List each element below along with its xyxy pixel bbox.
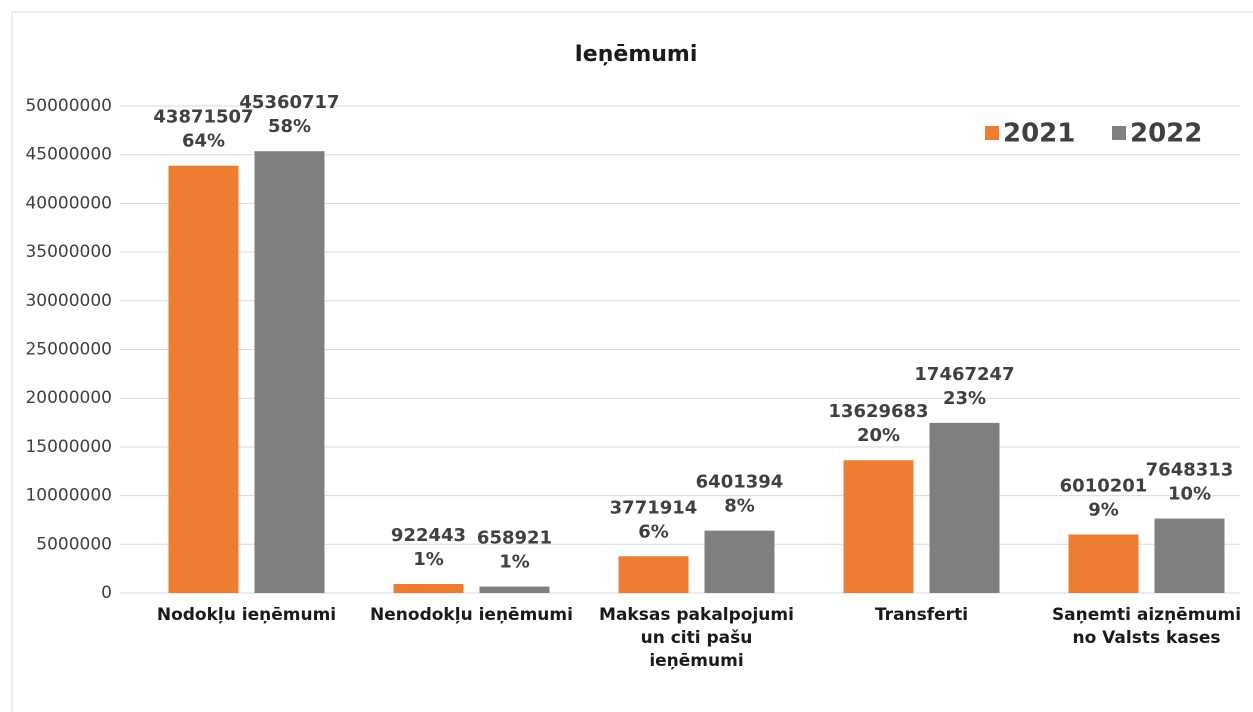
y-tick-label: 5000000: [36, 534, 112, 554]
data-label: 6010201: [1060, 475, 1148, 496]
legend-label: 2021: [1003, 119, 1075, 149]
data-label-share: 6%: [638, 521, 669, 542]
data-label: 922443: [391, 525, 466, 546]
data-label-share: 8%: [724, 496, 755, 517]
data-label: 43871507: [153, 107, 253, 128]
x-tick-label: Nodokļu ieņēmumi: [156, 605, 337, 625]
y-tick-label: 35000000: [25, 242, 112, 262]
data-label: 17467247: [914, 364, 1014, 385]
bar: [704, 530, 775, 593]
y-tick-label: 20000000: [25, 388, 112, 408]
bar: [168, 165, 239, 593]
data-label-share: 10%: [1168, 484, 1211, 505]
legend-swatch: [1112, 126, 1126, 140]
bar: [929, 422, 1000, 593]
data-label: 45360717: [239, 92, 339, 113]
y-tick-label: 40000000: [25, 193, 112, 213]
legend-swatch: [985, 126, 999, 140]
data-label-share: 23%: [943, 388, 986, 409]
bar: [1068, 534, 1139, 593]
bar: [393, 584, 464, 593]
x-tick-label: Nenodokļu ieņēmumi: [370, 605, 573, 625]
y-tick-label: 15000000: [25, 437, 112, 457]
data-label: 7648313: [1146, 460, 1234, 481]
data-label: 13629683: [828, 401, 928, 422]
y-tick-label: 25000000: [25, 340, 112, 360]
data-label-share: 1%: [413, 549, 444, 570]
y-tick-label: 50000000: [25, 96, 112, 116]
data-label: 658921: [477, 528, 552, 549]
data-label-share: 9%: [1088, 499, 1119, 520]
data-label-share: 58%: [268, 116, 311, 137]
x-tick-label: Transferti: [874, 605, 969, 625]
data-label: 6401394: [696, 472, 784, 493]
data-label-share: 20%: [857, 425, 900, 446]
legend-label: 2022: [1130, 119, 1202, 149]
chart-title: Ieņēmumi: [575, 42, 698, 67]
y-tick-label: 0: [101, 583, 112, 603]
y-tick-label: 45000000: [25, 145, 112, 165]
x-tick-label: Maksas pakalpojumi un citi pašu ieņēmumi: [599, 605, 794, 671]
x-tick-label: Saņemti aizņēmumi no Valsts kases: [1051, 605, 1242, 648]
chart-border: [11, 11, 1253, 712]
y-tick-label: 30000000: [25, 291, 112, 311]
data-label-share: 64%: [182, 131, 225, 152]
bar: [254, 151, 325, 593]
data-label: 3771914: [610, 497, 698, 518]
bar: [843, 460, 914, 593]
data-label-share: 1%: [499, 552, 530, 573]
bar: [1154, 518, 1225, 593]
y-tick-label: 10000000: [25, 486, 112, 506]
bar: [618, 556, 689, 593]
bar: [479, 586, 550, 593]
